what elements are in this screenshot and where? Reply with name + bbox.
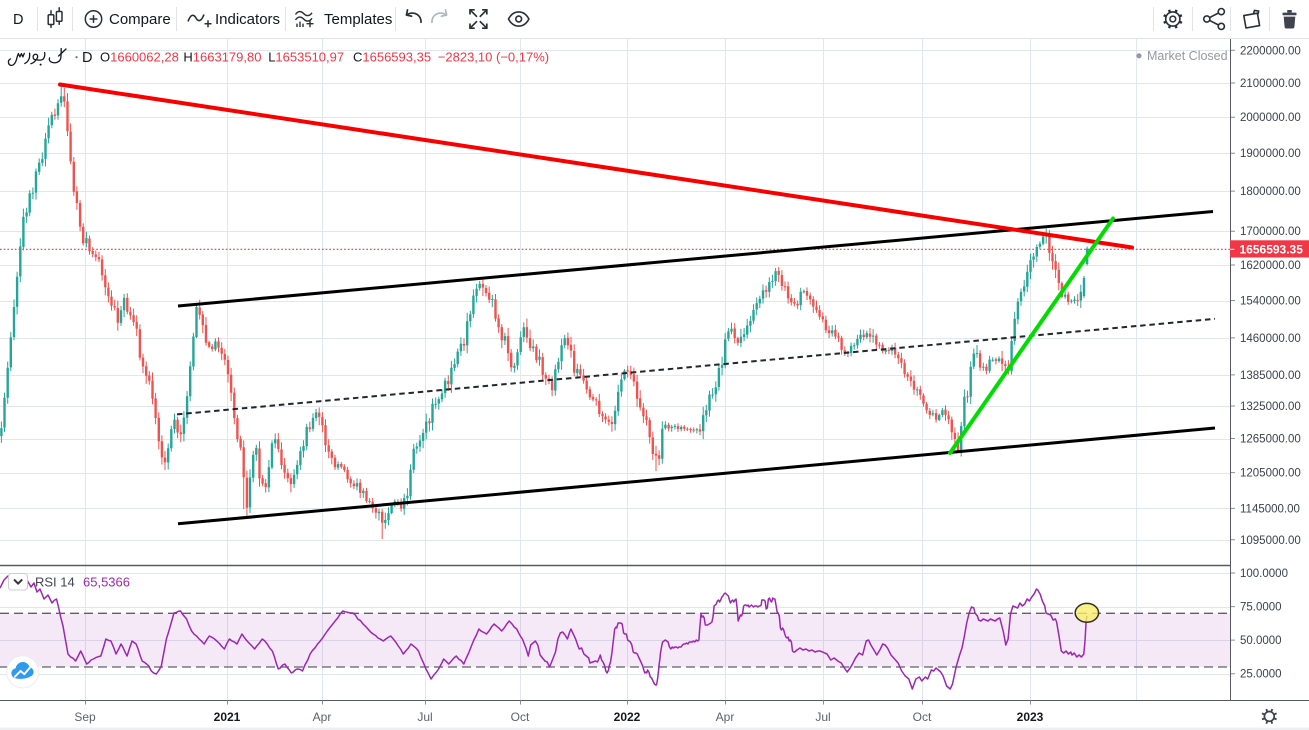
svg-text:Templates: Templates [324, 11, 392, 28]
svg-text:100.0000: 100.0000 [1240, 568, 1288, 580]
svg-text:Oct: Oct [511, 710, 530, 724]
svg-text:1145000.00: 1145000.00 [1240, 503, 1300, 515]
svg-text:2023: 2023 [1017, 710, 1044, 724]
svg-text:Sep: Sep [74, 710, 96, 724]
svg-text:2100000.00: 2100000.00 [1240, 78, 1301, 90]
svg-text:50.0000: 50.0000 [1240, 635, 1282, 647]
svg-text:2200000.00: 2200000.00 [1240, 45, 1301, 57]
svg-text:Apr: Apr [716, 710, 735, 724]
svg-text:Indicators: Indicators [215, 11, 280, 28]
svg-text:Market Closed: Market Closed [1147, 49, 1228, 63]
svg-text:−2823,10 (−0,17%): −2823,10 (−0,17%) [438, 50, 549, 65]
svg-text:1620000.00: 1620000.00 [1240, 260, 1301, 272]
svg-text:C1656593,35: C1656593,35 [353, 50, 431, 65]
svg-text:L1653510,97: L1653510,97 [268, 50, 344, 65]
svg-text:RSI 14: RSI 14 [35, 575, 75, 590]
svg-text:Compare: Compare [109, 11, 171, 28]
svg-text:1900000.00: 1900000.00 [1240, 148, 1301, 160]
svg-text:Oct: Oct [913, 710, 932, 724]
svg-text:Apr: Apr [313, 710, 332, 724]
svg-text:Jul: Jul [417, 710, 432, 724]
svg-text:Jul: Jul [815, 710, 830, 724]
svg-text:1460000.00: 1460000.00 [1240, 333, 1301, 345]
svg-text:1385000.00: 1385000.00 [1240, 370, 1301, 382]
svg-text:1265000.00: 1265000.00 [1240, 434, 1301, 446]
svg-text:1325000.00: 1325000.00 [1240, 401, 1301, 413]
svg-text:D: D [13, 12, 23, 28]
svg-text:1095000.00: 1095000.00 [1240, 535, 1301, 547]
svg-text:25.0000: 25.0000 [1240, 669, 1282, 681]
svg-text:D: D [82, 50, 92, 66]
svg-text:1540000.00: 1540000.00 [1240, 296, 1301, 308]
svg-text:1800000.00: 1800000.00 [1240, 186, 1301, 198]
svg-text:O1660062,28: O1660062,28 [100, 50, 179, 65]
svg-text:75.0000: 75.0000 [1240, 602, 1282, 614]
svg-text:2021: 2021 [214, 710, 241, 724]
svg-text:2022: 2022 [614, 710, 641, 724]
svg-text:1205000.00: 1205000.00 [1240, 468, 1301, 480]
svg-text:H1663179,80: H1663179,80 [183, 50, 261, 65]
svg-text:65,5366: 65,5366 [83, 575, 130, 590]
svg-text:1700000.00: 1700000.00 [1240, 226, 1301, 238]
svg-text:2000000.00: 2000000.00 [1240, 112, 1301, 124]
svg-text:1656593.35: 1656593.35 [1240, 243, 1304, 257]
